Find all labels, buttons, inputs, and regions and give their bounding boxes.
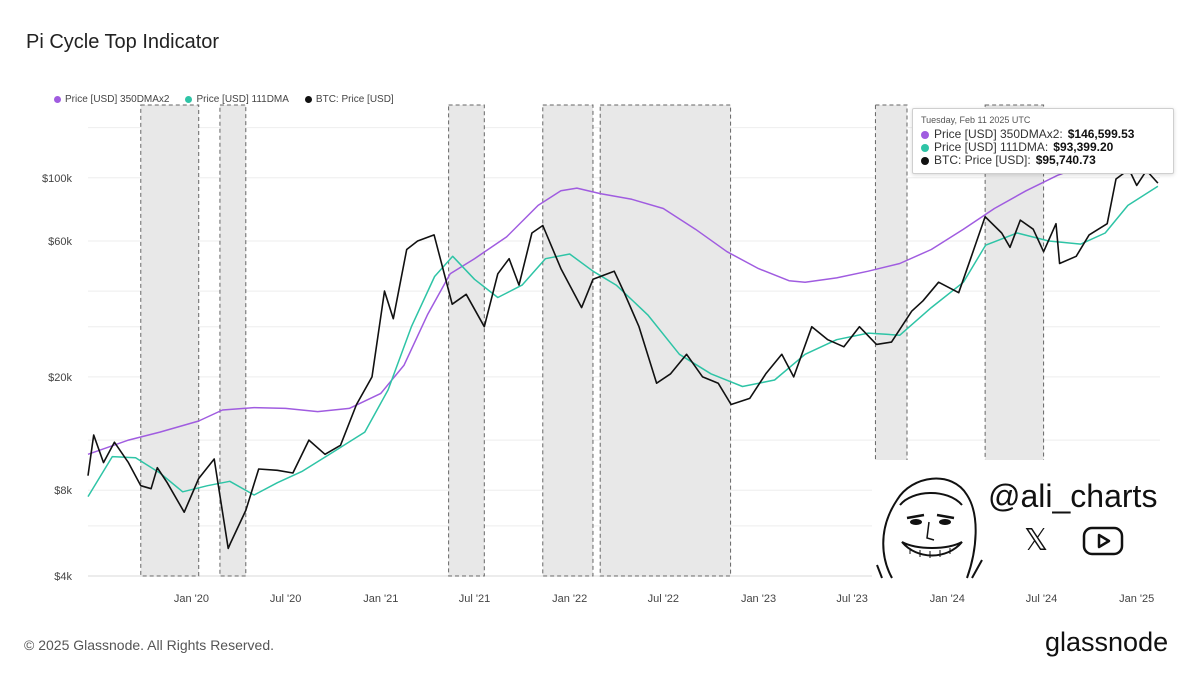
shaded-region <box>219 104 247 577</box>
legend-item-111dma[interactable]: Price [USD] 111DMA <box>185 94 289 105</box>
x-tick-label: Jul '22 <box>648 593 679 605</box>
y-tick-label: $8k <box>54 485 72 497</box>
copyright-text: © 2025 Glassnode. All Rights Reserved. <box>24 637 275 653</box>
x-icon[interactable]: 𝕏 <box>1024 523 1049 558</box>
tooltip-row: Price [USD] 350DMAx2: $146,599.53 <box>921 128 1165 141</box>
tooltip-dot <box>921 130 929 139</box>
legend-label: BTC: Price [USD] <box>315 94 394 105</box>
author-handle[interactable]: @ali_charts <box>988 478 1158 514</box>
x-tick-label: Jan '25 <box>1119 593 1154 605</box>
chart-legend: Price [USD] 350DMAx2 Price [USD] 111DMA … <box>54 94 394 105</box>
chart-title: Pi Cycle Top Indicator <box>26 31 220 53</box>
tooltip-value: $95,740.73 <box>1035 153 1096 167</box>
legend-dot <box>304 96 312 103</box>
tooltip-label: Price [USD] 350DMAx2: <box>934 127 1063 141</box>
x-tick-label: Jul '20 <box>270 593 301 605</box>
series-line-350dmax2 <box>87 129 1159 456</box>
shaded-region <box>599 104 732 577</box>
youtube-play-icon[interactable] <box>1082 526 1124 556</box>
y-tick-label: $60k <box>48 236 72 248</box>
tooltip-value: $93,399.20 <box>1053 140 1114 154</box>
x-tick-label: Jan '21 <box>363 593 398 605</box>
face-avatar-icon <box>876 477 983 579</box>
x-tick-label: Jan '24 <box>930 593 965 605</box>
x-tick-label: Jan '22 <box>552 593 587 605</box>
tooltip-dot <box>921 143 929 152</box>
x-tick-label: Jan '23 <box>741 593 776 605</box>
legend-label: Price [USD] 350DMAx2 <box>65 94 170 105</box>
y-tick-label: $20k <box>48 372 72 384</box>
legend-item-btc-price[interactable]: BTC: Price [USD] <box>304 94 394 105</box>
chart-tooltip: Tuesday, Feb 11 2025 UTC Price [USD] 350… <box>912 108 1174 174</box>
tooltip-row: BTC: Price [USD]: $95,740.73 <box>921 154 1165 167</box>
y-tick-label: $100k <box>42 173 72 185</box>
legend-item-350dma[interactable]: Price [USD] 350DMAx2 <box>54 94 169 105</box>
x-tick-label: Jul '23 <box>836 593 867 605</box>
tooltip-dot <box>921 156 929 165</box>
tooltip-value: $146,599.53 <box>1067 127 1135 141</box>
shaded-region <box>448 104 485 577</box>
x-tick-label: Jul '24 <box>1026 593 1057 605</box>
legend-dot <box>54 96 61 103</box>
legend-label: Price [USD] 111DMA <box>196 94 289 105</box>
x-tick-label: Jul '21 <box>459 593 490 605</box>
tooltip-row: Price [USD] 111DMA: $93,399.20 <box>921 141 1165 154</box>
series-line-111dma <box>87 185 1159 497</box>
shaded-region <box>140 104 200 577</box>
branding-box: @ali_charts 𝕏 <box>872 460 1172 580</box>
glassnode-logo[interactable]: glassnode <box>1045 627 1169 657</box>
legend-dot <box>185 96 193 103</box>
shaded-region <box>542 104 594 577</box>
x-tick-label: Jan '20 <box>174 593 209 605</box>
tooltip-label: Price [USD] 111DMA: <box>934 140 1049 154</box>
tooltip-label: BTC: Price [USD]: <box>934 153 1031 167</box>
series-line-btc-price <box>87 168 1159 550</box>
y-tick-label: $4k <box>54 571 72 583</box>
tooltip-date: Tuesday, Feb 11 2025 UTC <box>921 115 1031 125</box>
